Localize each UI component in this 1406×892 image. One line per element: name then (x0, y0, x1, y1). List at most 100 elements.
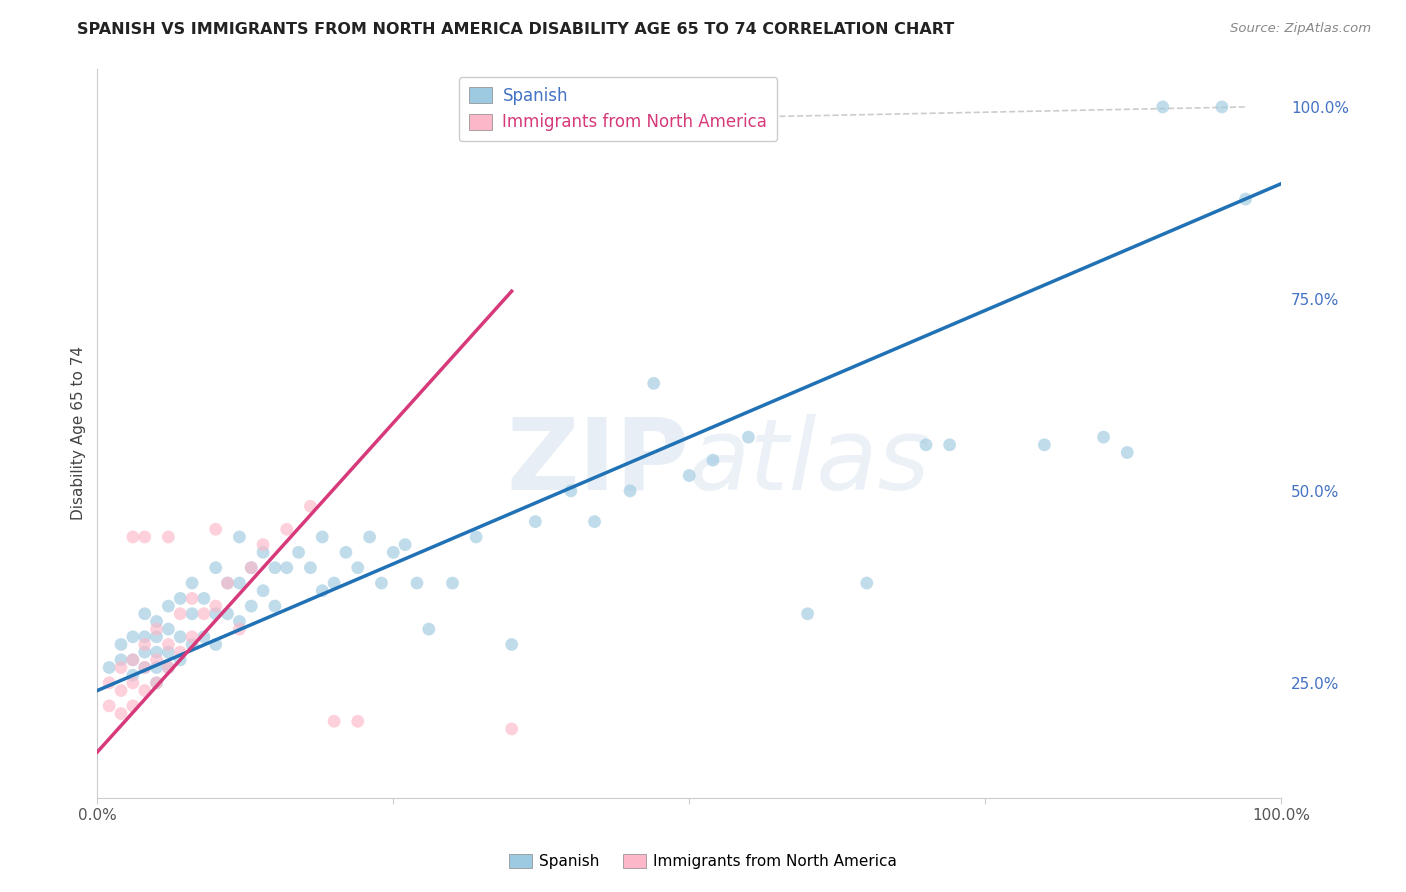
Point (465, 530, 488, 544)
Point (299, 560, 322, 574)
Point (678, 468, 700, 483)
Point (134, 683, 156, 698)
Text: Source: ZipAtlas.com: Source: ZipAtlas.com (1230, 22, 1371, 36)
Point (145, 630, 167, 644)
Point (134, 530, 156, 544)
Point (181, 630, 204, 644)
Point (217, 607, 239, 621)
Point (169, 630, 191, 644)
Point (252, 538, 274, 552)
Point (1116, 445, 1139, 459)
Point (181, 576, 204, 591)
Point (145, 676, 167, 690)
Legend: Spanish, Immigrants from North America: Spanish, Immigrants from North America (460, 77, 778, 141)
Point (121, 698, 143, 713)
Point (157, 638, 180, 652)
Point (134, 630, 156, 644)
Point (359, 530, 381, 544)
Point (169, 607, 191, 621)
Point (157, 599, 180, 613)
Point (583, 515, 606, 529)
Point (228, 615, 250, 629)
Point (346, 714, 368, 729)
Point (169, 591, 191, 606)
Point (204, 607, 226, 621)
Point (501, 722, 523, 736)
Point (855, 576, 877, 591)
Point (796, 607, 818, 621)
Point (228, 530, 250, 544)
Point (157, 622, 180, 636)
Point (643, 376, 665, 391)
Point (121, 653, 143, 667)
Point (240, 560, 263, 574)
Point (121, 530, 143, 544)
Point (157, 645, 180, 659)
Point (134, 645, 156, 659)
Point (323, 714, 346, 729)
Point (193, 630, 215, 644)
Point (228, 576, 250, 591)
Point (134, 660, 156, 674)
Point (287, 545, 309, 559)
Point (264, 599, 287, 613)
Point (181, 591, 204, 606)
Point (394, 538, 416, 552)
Text: R = 0.638: R = 0.638 (576, 87, 659, 105)
Point (619, 483, 641, 498)
Point (98, 698, 121, 713)
Point (98, 660, 121, 674)
Point (228, 622, 250, 636)
Point (204, 638, 226, 652)
Point (204, 522, 226, 536)
Point (110, 638, 132, 652)
Point (134, 638, 156, 652)
Point (1033, 438, 1056, 452)
Point (181, 638, 204, 652)
Point (134, 607, 156, 621)
Text: N = 35: N = 35 (681, 118, 742, 136)
Point (110, 653, 132, 667)
Y-axis label: Disability Age 65 to 74: Disability Age 65 to 74 (72, 346, 86, 520)
Point (1152, 100, 1174, 114)
Point (311, 530, 333, 544)
Point (240, 599, 263, 613)
Point (1211, 100, 1233, 114)
Point (98, 676, 121, 690)
Point (311, 583, 333, 598)
Point (157, 530, 180, 544)
Point (1234, 192, 1257, 206)
Point (323, 576, 346, 591)
Text: R = 0.676: R = 0.676 (576, 118, 659, 136)
Point (501, 638, 523, 652)
Point (145, 622, 167, 636)
Point (110, 706, 132, 721)
Point (145, 615, 167, 629)
Point (524, 515, 547, 529)
Text: N = 76: N = 76 (681, 87, 742, 105)
Point (915, 438, 938, 452)
Point (441, 576, 464, 591)
Point (560, 483, 582, 498)
Point (737, 430, 759, 444)
Point (276, 522, 298, 536)
Text: ZIP: ZIP (506, 414, 689, 511)
Point (240, 560, 263, 574)
Point (264, 560, 287, 574)
Point (157, 660, 180, 674)
Point (121, 668, 143, 682)
Point (193, 607, 215, 621)
Text: SPANISH VS IMMIGRANTS FROM NORTH AMERICA DISABILITY AGE 65 TO 74 CORRELATION CHA: SPANISH VS IMMIGRANTS FROM NORTH AMERICA… (77, 22, 955, 37)
Point (217, 576, 239, 591)
Point (110, 660, 132, 674)
Point (299, 500, 322, 514)
Point (702, 453, 724, 467)
Point (121, 630, 143, 644)
Point (181, 607, 204, 621)
Point (276, 560, 298, 574)
Point (145, 645, 167, 659)
Point (204, 560, 226, 574)
Point (193, 591, 215, 606)
Point (134, 660, 156, 674)
Point (110, 683, 132, 698)
